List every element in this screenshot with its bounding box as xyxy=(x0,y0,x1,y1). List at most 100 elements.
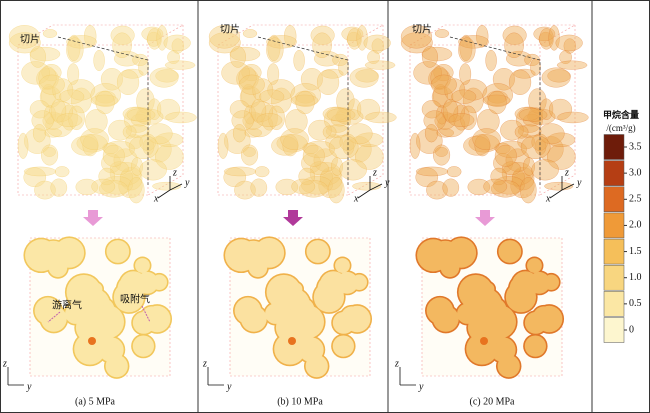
grain xyxy=(164,60,196,70)
slice-plane xyxy=(57,36,149,185)
grain xyxy=(68,105,85,131)
grain xyxy=(435,146,448,157)
grain xyxy=(118,173,143,199)
pore xyxy=(493,341,510,357)
grain xyxy=(250,98,267,123)
pore xyxy=(432,305,459,332)
grain xyxy=(349,67,379,88)
grain xyxy=(91,178,116,195)
grain xyxy=(240,144,259,166)
grain xyxy=(476,109,500,134)
grain xyxy=(539,28,554,50)
pore xyxy=(505,282,537,313)
grain xyxy=(243,146,256,157)
grain xyxy=(110,25,135,45)
grain xyxy=(66,37,84,63)
grain xyxy=(430,74,457,95)
grain xyxy=(125,124,150,138)
grain xyxy=(494,144,517,167)
grain xyxy=(448,113,475,128)
grain xyxy=(284,109,308,134)
grain xyxy=(95,90,115,115)
colorbar-unit: /(cm³/g) xyxy=(606,123,635,133)
axis-triad xyxy=(357,176,383,199)
pore xyxy=(101,341,118,357)
caption: (b) 10 MPa xyxy=(277,396,323,407)
grain xyxy=(56,113,83,128)
grain xyxy=(223,166,257,177)
grain xyxy=(152,181,182,191)
grain xyxy=(528,88,547,114)
grain xyxy=(156,98,181,121)
pore xyxy=(313,282,345,313)
grain xyxy=(139,159,167,181)
grain xyxy=(298,180,328,198)
grain xyxy=(459,34,473,62)
grain xyxy=(355,69,379,83)
axis-2d xyxy=(399,367,416,386)
grain xyxy=(43,105,57,125)
colorbar-title: 甲烷含量 xyxy=(603,109,639,120)
grain xyxy=(254,166,270,178)
grain xyxy=(546,143,576,170)
grain xyxy=(467,178,491,196)
grain xyxy=(434,111,456,130)
grain xyxy=(156,25,168,51)
grain xyxy=(321,68,344,79)
colorbar-tick-label: 3.5 xyxy=(629,141,642,152)
grain xyxy=(446,166,462,178)
caption: (a) 5 MPa xyxy=(75,396,116,407)
grain xyxy=(116,69,140,96)
slice-plane xyxy=(257,36,349,185)
pore xyxy=(482,305,517,339)
grain xyxy=(309,161,342,186)
grain xyxy=(282,134,299,157)
grain xyxy=(442,98,459,123)
axis-label: y xyxy=(384,177,390,188)
grain xyxy=(293,49,305,72)
grain xyxy=(127,177,145,204)
pore xyxy=(136,271,159,294)
grain xyxy=(102,144,125,167)
grain xyxy=(250,178,268,197)
annotation: 游离气 xyxy=(52,298,82,311)
grain xyxy=(504,32,524,59)
axis-triad xyxy=(157,176,183,199)
grain xyxy=(310,25,335,45)
grain xyxy=(415,166,449,177)
grain xyxy=(409,132,421,159)
grain xyxy=(238,66,257,90)
pore xyxy=(240,305,267,332)
grain xyxy=(514,125,529,139)
grain xyxy=(238,74,265,95)
grain xyxy=(547,69,571,83)
pore xyxy=(335,258,350,273)
colorbar-swatch xyxy=(603,212,625,239)
grain xyxy=(354,143,384,170)
grain xyxy=(243,105,257,125)
marker xyxy=(88,337,96,345)
grain xyxy=(459,79,488,101)
grain xyxy=(423,110,446,131)
grain xyxy=(136,88,155,114)
pore xyxy=(336,271,359,294)
grain xyxy=(458,37,476,63)
grain xyxy=(267,34,281,62)
grain xyxy=(67,34,81,62)
grain xyxy=(335,108,364,125)
pore xyxy=(66,274,102,310)
grain xyxy=(309,161,329,176)
grain xyxy=(67,79,96,101)
grain xyxy=(557,111,589,124)
grain xyxy=(339,159,367,181)
axis-label: y xyxy=(226,381,232,392)
grain xyxy=(82,134,99,157)
grain xyxy=(80,128,109,151)
grain xyxy=(413,61,442,85)
grain xyxy=(34,180,56,200)
grain xyxy=(483,178,508,195)
axis-2d xyxy=(207,367,224,386)
